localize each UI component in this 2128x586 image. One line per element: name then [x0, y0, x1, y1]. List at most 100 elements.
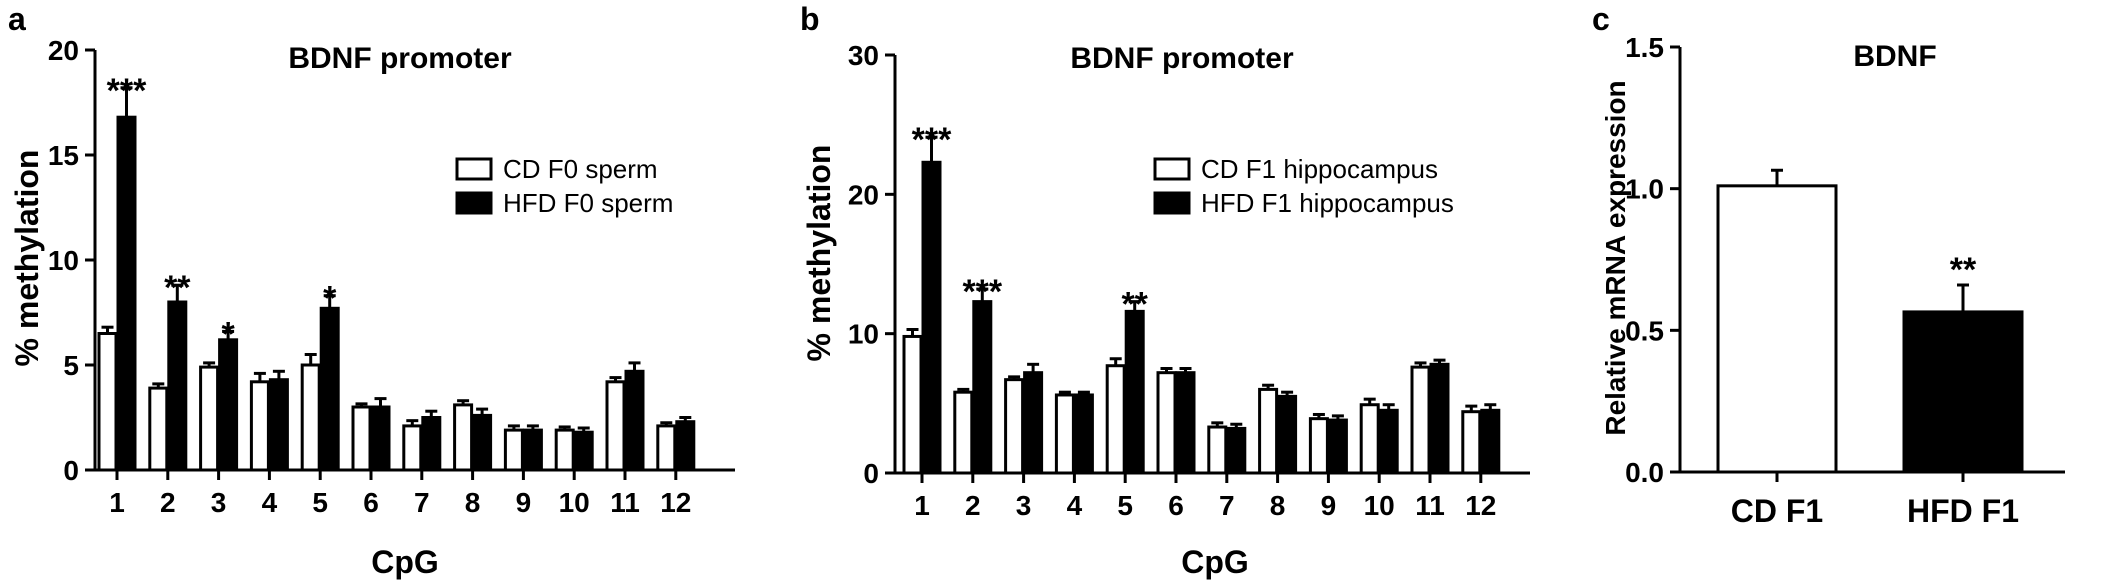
significance-marker: **: [1121, 286, 1148, 324]
panel-letter-a: a: [8, 1, 26, 37]
x-tick-label: 8: [465, 487, 481, 518]
panel-c: c BDNF Relative mRNA expression 0.0 0.5 1.…: [1592, 1, 2065, 529]
y-axis-label-a: % methylation: [9, 150, 45, 367]
bar-hfd-f1-hippocampus: [1277, 394, 1298, 475]
bar-cd-f0-sperm: [199, 365, 220, 472]
y-tick-label: 20: [848, 179, 879, 210]
legend-label: HFD F1 hippocampus: [1201, 188, 1454, 218]
bar-cd-f1: [1716, 184, 1838, 474]
bar-cd-f0-sperm: [656, 424, 677, 472]
x-tick-label: 1: [109, 487, 125, 518]
bar-cd-f0-sperm: [453, 403, 474, 472]
x-tick-label: 9: [1321, 490, 1337, 521]
bar-hfd-f0-sperm: [573, 430, 594, 472]
bar-hfd-f1-hippocampus: [1429, 362, 1450, 475]
y-tick-label: 15: [48, 140, 79, 171]
x-tick-label: 7: [1219, 490, 1235, 521]
panel-b: b BDNF promoter CpG % methylation 0 10 20 3…: [800, 1, 1530, 580]
y-tick-label: 5: [63, 350, 79, 381]
bar-cd-f1-hippocampus: [1054, 393, 1075, 475]
bar-cd-f1-hippocampus: [1359, 403, 1380, 475]
panel-letter-c: c: [1592, 1, 1610, 37]
bar-cd-f0-sperm: [554, 428, 575, 472]
bar-hfd-f1-hippocampus: [1175, 371, 1196, 475]
bar-hfd-f0-sperm: [624, 369, 645, 472]
bar-hfd-f1-hippocampus: [1023, 371, 1044, 475]
legend-label: CD F0 sperm: [503, 154, 658, 184]
x-tick-label: 10: [559, 487, 590, 518]
bar-hfd-f1-hippocampus: [1073, 393, 1094, 475]
bar-hfd-f0-sperm: [319, 306, 340, 472]
legend-swatch: [455, 191, 493, 215]
x-tick-label: 6: [363, 487, 379, 518]
y-tick-label: 1.0: [1625, 174, 1664, 205]
bar-cd-f0-sperm: [249, 380, 270, 472]
bar-hfd-f0-sperm: [675, 420, 696, 472]
bar-cd-f0-sperm: [300, 363, 321, 472]
significance-marker: ***: [912, 121, 952, 159]
bar-cd-f1-hippocampus: [1258, 387, 1279, 475]
significance-marker: ***: [107, 72, 147, 110]
panel-a: a BDNF promoter CpG % methylation 051015…: [8, 1, 735, 580]
y-tick-label: 20: [48, 35, 79, 66]
x-tick-label: 11: [610, 487, 640, 518]
bar-cd-f1-hippocampus: [1004, 378, 1025, 475]
bar-hfd-f0-sperm: [268, 378, 289, 472]
legend-swatch: [455, 157, 493, 181]
bar-cd-f0-sperm: [351, 405, 372, 472]
chart-title-a: BDNF promoter: [288, 42, 512, 75]
x-tick-label: HFD F1: [1907, 493, 2019, 529]
bar-cd-f1-hippocampus: [953, 390, 974, 475]
significance-marker: *: [221, 315, 235, 353]
bar-cd-f1-hippocampus: [1207, 425, 1228, 475]
legend-swatch: [1153, 157, 1191, 181]
bar-cd-f0-sperm: [605, 380, 626, 472]
x-tick-label: 2: [965, 490, 981, 521]
significance-marker: ***: [962, 273, 1002, 311]
bar-cd-f1-hippocampus: [1105, 364, 1126, 475]
bar-hfd-f0-sperm: [421, 416, 442, 472]
bar-cd-f0-sperm: [503, 428, 524, 472]
bar-hfd-f1-hippocampus: [1480, 408, 1501, 475]
x-tick-label: 5: [1117, 490, 1133, 521]
bar-cd-f1-hippocampus: [902, 334, 923, 475]
x-tick-label: 12: [1465, 490, 1496, 521]
x-tick-label: 8: [1270, 490, 1286, 521]
significance-marker: **: [1950, 251, 1977, 289]
bar-cd-f1-hippocampus: [1156, 371, 1177, 475]
x-tick-label: CD F1: [1731, 493, 1823, 529]
y-tick-label: 10: [48, 245, 79, 276]
y-tick-label: 0: [63, 455, 79, 486]
x-tick-label: 11: [1415, 490, 1445, 521]
chart-title-c: BDNF: [1853, 40, 1936, 73]
bar-cd-f0-sperm: [148, 386, 169, 472]
chart-title-b: BDNF promoter: [1070, 42, 1294, 75]
x-tick-label: 2: [160, 487, 176, 518]
y-tick-label: 0.5: [1625, 315, 1664, 346]
x-axis-label-a: CpG: [371, 544, 439, 580]
y-tick-label: 0: [863, 458, 879, 489]
x-tick-label: 5: [312, 487, 328, 518]
bar-hfd-f0-sperm: [167, 300, 188, 472]
bar-hfd-f0-sperm: [116, 115, 137, 472]
significance-marker: **: [164, 269, 191, 307]
bar-hfd-f1: [1902, 310, 2024, 474]
bar-cd-f1-hippocampus: [1461, 410, 1482, 475]
bar-hfd-f0-sperm: [218, 338, 239, 472]
y-tick-label: 30: [848, 40, 879, 71]
x-tick-label: 4: [262, 487, 278, 518]
x-tick-label: 3: [211, 487, 227, 518]
legend-label: CD F1 hippocampus: [1201, 154, 1438, 184]
x-tick-label: 12: [660, 487, 691, 518]
bar-hfd-f0-sperm: [370, 405, 391, 472]
bar-cd-f0-sperm: [402, 424, 423, 472]
y-axis-label-c: Relative mRNA expression: [1600, 80, 1631, 435]
y-axis-label-b: % methylation: [801, 145, 837, 362]
bar-cd-f0-sperm: [97, 332, 118, 472]
legend-swatch: [1153, 191, 1191, 215]
x-tick-label: 7: [414, 487, 430, 518]
significance-marker: *: [323, 280, 337, 318]
x-tick-label: 4: [1067, 490, 1083, 521]
x-tick-label: 3: [1016, 490, 1032, 521]
